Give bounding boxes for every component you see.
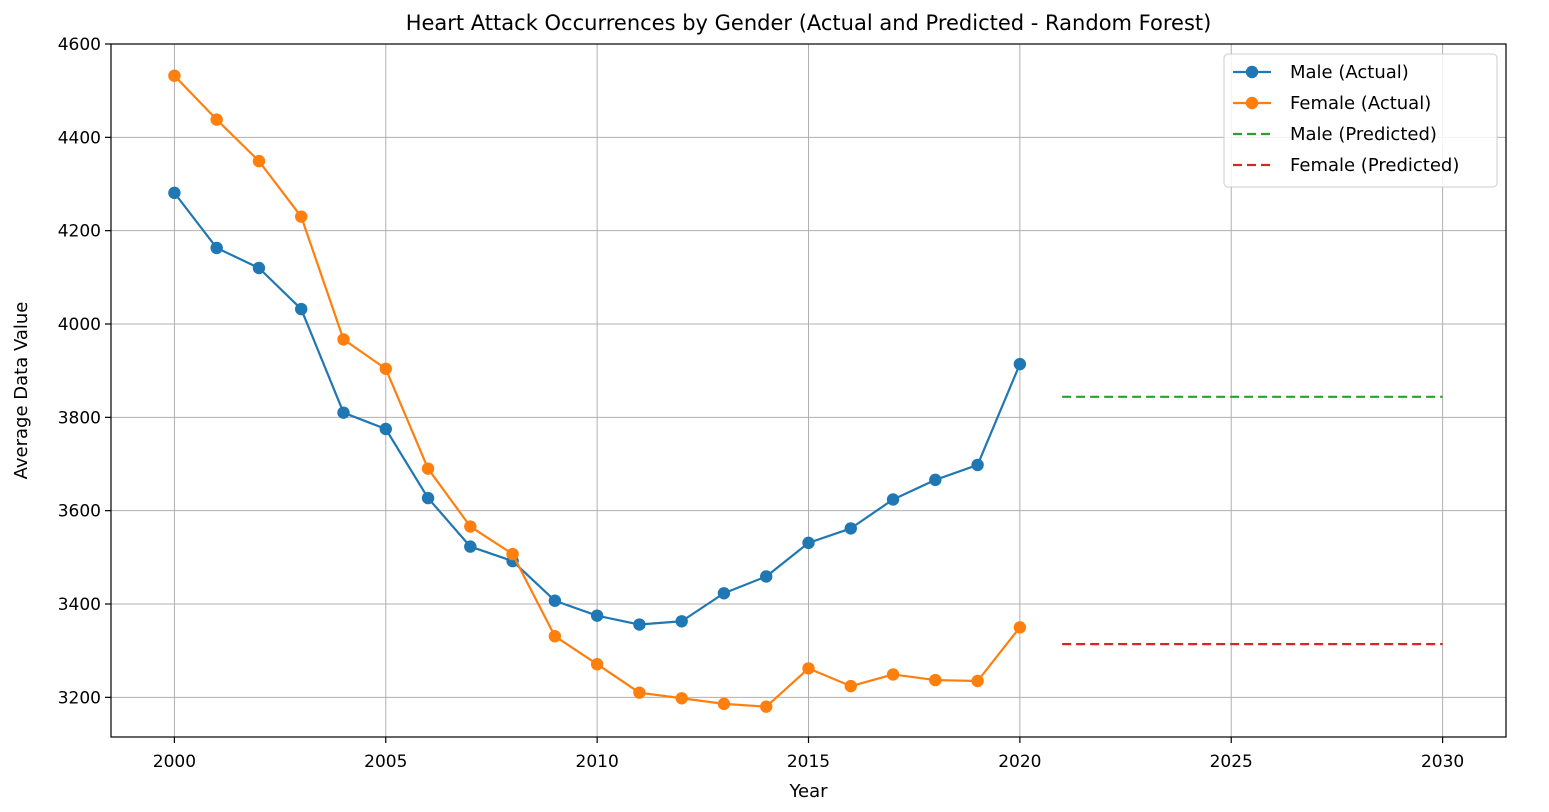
x-tick-label: 2010 [576,752,619,772]
data-point [548,630,562,643]
x-tick-label: 2000 [153,752,196,772]
chart-title: Heart Attack Occurrences by Gender (Actu… [406,11,1212,35]
legend-entry: Female (Actual) [1233,93,1431,114]
axis-ticks: 2000 2005 2010 2015 2020 2025 2030 3200 3400 3600… [58,35,1464,772]
y-tick-label: 3600 [58,502,101,522]
data-point [886,493,900,506]
x-tick-label: 2020 [998,752,1041,772]
legend: Male (Actual) Female (Actual) Male (Predic… [1223,53,1498,188]
x-tick-label: 2030 [1421,752,1464,772]
x-tick-label: 2015 [787,752,830,772]
data-point [295,302,308,316]
legend-entry: Male (Predicted) [1233,124,1437,145]
data-point [421,462,435,475]
y-tick-label: 3800 [58,408,101,428]
data-point [295,210,308,223]
data-point [548,594,562,607]
y-tick-label: 4400 [58,128,101,148]
data-point [1013,621,1027,634]
data-point [464,520,477,533]
x-axis-title: Year [788,781,828,802]
data-point [337,333,350,346]
data-point [675,692,688,705]
data-point [379,422,392,436]
data-point [675,615,688,628]
data-point [633,686,646,699]
legend-label: Female (Predicted) [1290,155,1459,176]
y-tick-label: 3400 [58,595,101,615]
data-point [844,522,857,535]
data-point [590,658,604,671]
data-point [760,700,773,713]
data-point [421,491,435,505]
series-layer [168,69,1443,713]
x-tick-label: 2005 [364,752,407,772]
series-1 [168,186,1027,631]
legend-marker [1245,96,1259,110]
legend-marker [1245,65,1259,79]
x-tick-label: 2025 [1210,752,1253,772]
data-point [168,69,181,82]
data-point [802,662,815,675]
data-point [717,697,731,711]
legend-label: Male (Actual) [1290,62,1409,83]
data-point [252,154,266,168]
data-point [929,473,942,487]
data-point [337,406,350,419]
data-point [929,673,942,687]
y-tick-label: 4600 [58,35,101,55]
series-2 [168,69,1027,713]
legend-box [1223,53,1498,188]
data-point [379,362,392,375]
data-point [252,261,266,275]
legend-entry: Female (Predicted) [1233,155,1459,176]
data-point [1013,357,1027,371]
data-point [506,547,519,561]
legend-label: Female (Actual) [1290,93,1431,114]
legend-entry: Male (Actual) [1233,62,1409,83]
data-point [633,618,646,631]
y-axis-title: Average Data Value [11,302,32,480]
y-tick-label: 3200 [58,688,101,708]
data-point [886,668,900,681]
data-point [971,458,984,472]
data-point [844,679,857,693]
y-tick-label: 4200 [58,222,101,242]
data-point [590,609,604,622]
data-point [971,674,984,688]
data-point [464,540,477,553]
data-point [168,186,181,200]
data-point [802,536,815,550]
data-point [760,570,773,583]
data-point [210,113,223,126]
legend-label: Male (Predicted) [1290,124,1437,145]
data-point [717,587,731,600]
data-point [210,241,223,255]
y-tick-label: 4000 [58,315,101,335]
